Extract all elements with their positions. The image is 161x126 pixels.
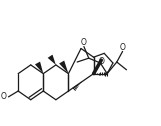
Text: O: O xyxy=(81,38,87,47)
Polygon shape xyxy=(35,62,43,74)
Text: O: O xyxy=(120,43,126,52)
Text: O: O xyxy=(98,57,104,66)
Text: O: O xyxy=(1,92,7,101)
Polygon shape xyxy=(48,55,56,65)
Polygon shape xyxy=(59,61,68,74)
